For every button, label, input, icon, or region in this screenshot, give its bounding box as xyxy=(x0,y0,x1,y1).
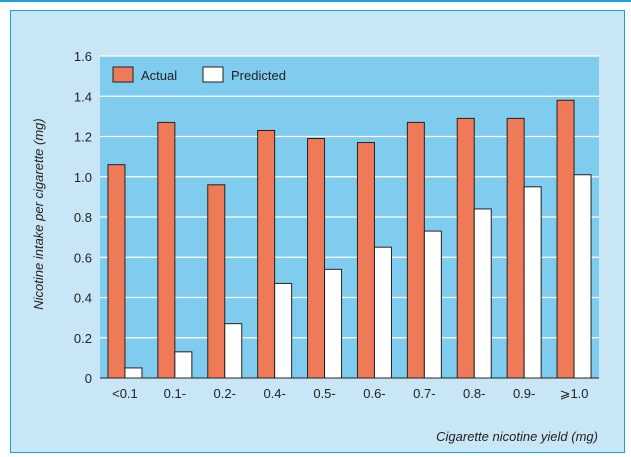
legend-swatch-predicted xyxy=(202,66,224,83)
bar-actual xyxy=(556,99,575,379)
x-tick-label: 0.9- xyxy=(513,386,535,401)
bar-actual xyxy=(456,117,475,379)
y-tick-label: 0 xyxy=(85,371,92,386)
x-tick-label: 0.6- xyxy=(363,386,385,401)
legend-swatch-actual xyxy=(112,66,134,83)
y-tick-label: 1.6 xyxy=(74,49,92,64)
bar-actual xyxy=(406,121,425,379)
bar-predicted xyxy=(523,186,542,379)
y-tick-label: 1.0 xyxy=(74,170,92,185)
bar-predicted xyxy=(573,174,592,379)
bar-predicted xyxy=(423,230,442,379)
bar-actual xyxy=(356,142,375,379)
x-tick-label: 0.4- xyxy=(263,386,285,401)
x-axis-title: Cigarette nicotine yield (mg) xyxy=(436,429,598,444)
y-tick-label: 0.4 xyxy=(74,291,92,306)
bar-predicted xyxy=(174,351,193,379)
bar-predicted xyxy=(324,268,343,379)
bar-actual xyxy=(506,117,525,379)
y-tick-label: 1.2 xyxy=(74,130,92,145)
x-tick-label: 0.2- xyxy=(214,386,236,401)
bar-actual xyxy=(257,129,276,379)
bar-actual xyxy=(307,138,326,379)
bar-actual xyxy=(107,164,126,379)
x-tick-label: 0.1- xyxy=(164,386,186,401)
y-tick-label: 1.4 xyxy=(74,89,92,104)
y-tick-label: 0.6 xyxy=(74,250,92,265)
legend: Actual Predicted xyxy=(112,66,286,83)
y-axis-title: Nicotine intake per cigarette (mg) xyxy=(31,118,46,309)
x-tick-label: 0.5- xyxy=(313,386,335,401)
bar-predicted xyxy=(373,246,392,379)
top-rule xyxy=(0,0,631,2)
y-tick-label: 0.8 xyxy=(74,210,92,225)
x-tick-label: 0.7- xyxy=(413,386,435,401)
bar-actual xyxy=(207,184,226,379)
y-tick-label: 0.2 xyxy=(74,331,92,346)
bar-predicted xyxy=(224,323,243,379)
y-tick-labels: 0 0.2 0.4 0.6 0.8 1.0 1.2 1.4 1.6 xyxy=(74,49,92,386)
x-tick-labels: <0.1 0.1- 0.2- 0.4- 0.5- 0.6- 0.7- 0.8- 0.9- ⩾1.0 xyxy=(112,386,588,401)
bar-predicted xyxy=(274,282,293,379)
legend-label-predicted: Predicted xyxy=(231,68,286,83)
legend-label-actual: Actual xyxy=(141,68,177,83)
x-tick-label: ⩾1.0 xyxy=(560,386,589,401)
bar-predicted xyxy=(473,208,492,379)
bar-predicted xyxy=(124,367,143,379)
bar-actual xyxy=(157,121,176,379)
bars xyxy=(107,99,592,379)
x-tick-label: 0.8- xyxy=(463,386,485,401)
x-tick-label: <0.1 xyxy=(112,386,138,401)
